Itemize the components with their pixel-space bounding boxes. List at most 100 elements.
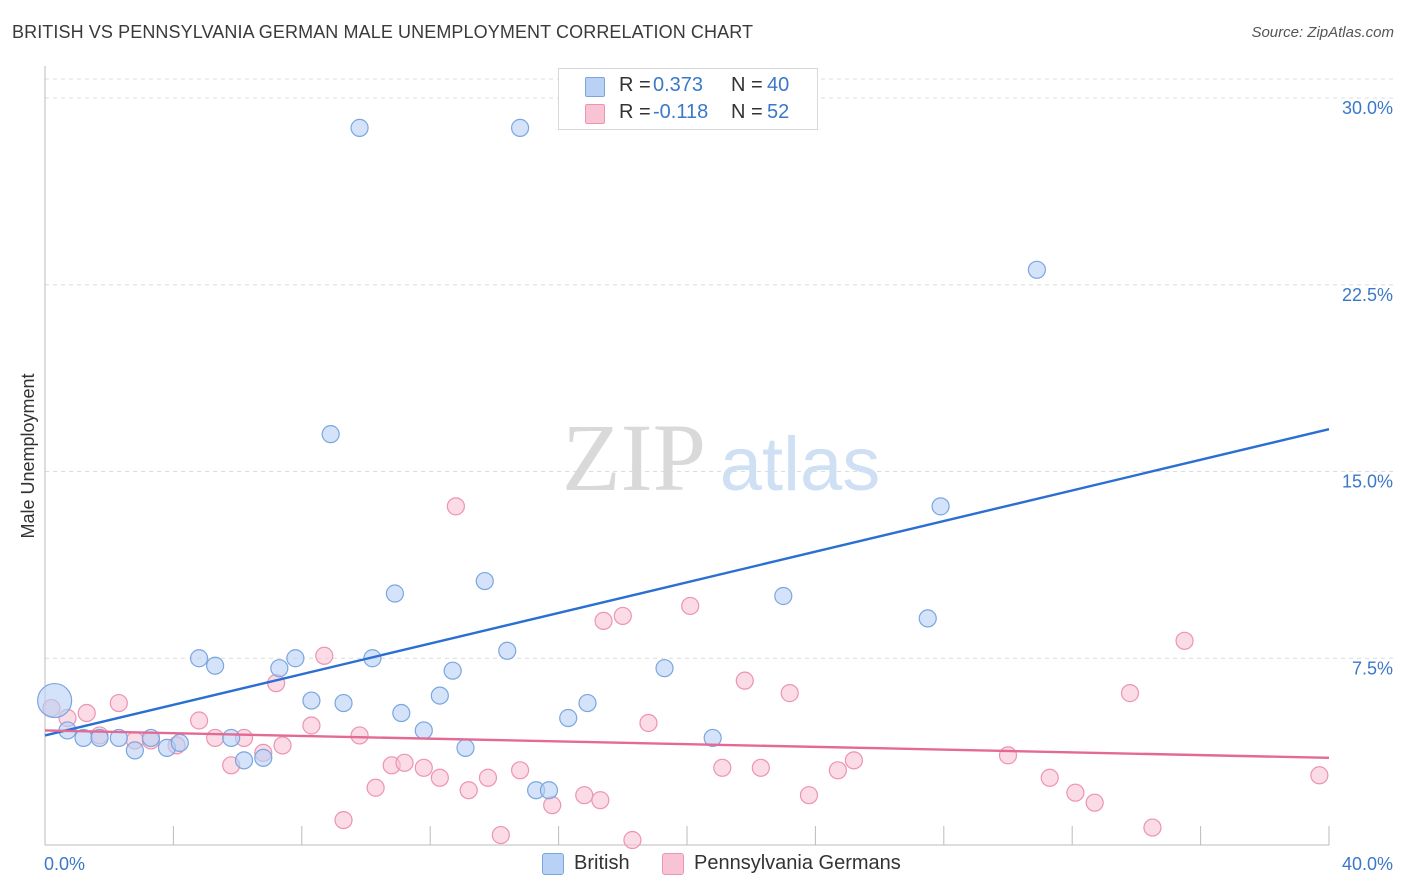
- y-tick-label-0: 7.5%: [1352, 658, 1393, 678]
- penn-point-29: [543, 796, 562, 815]
- british-point-13: [254, 748, 273, 767]
- british-point-4: [109, 728, 128, 748]
- penn-point-27: [491, 825, 510, 845]
- penn-point-32: [594, 611, 613, 631]
- british-point-21: [385, 584, 404, 603]
- penn-point-26: [478, 768, 498, 787]
- british-point-25: [443, 661, 462, 680]
- british-point-0: [37, 682, 73, 719]
- y-axis-label: Male Unemployment: [18, 373, 38, 538]
- british-point-8: [170, 733, 189, 753]
- penn-point-16: [315, 646, 334, 665]
- penn-point-31: [591, 791, 610, 810]
- penn-point-46: [1066, 783, 1085, 802]
- british-trend-line: [44, 428, 1330, 737]
- penn-point-25: [459, 781, 478, 800]
- penn-point-4: [109, 693, 128, 713]
- british-point-3: [90, 728, 109, 748]
- correlation-legend: R = 0.373 N = 40 R = -0.118 N = 52: [558, 68, 818, 130]
- x-tick-label-1: 40.0%: [1342, 854, 1393, 874]
- penn-point-42: [828, 761, 847, 780]
- penn-point-33: [613, 606, 632, 626]
- legend-n-value-british: 40: [767, 74, 790, 96]
- legend-swatch-british: [585, 77, 605, 97]
- british-point-19: [350, 118, 369, 137]
- y-tick-label-2: 22.5%: [1342, 285, 1393, 305]
- penn-point-51: [1310, 766, 1329, 785]
- british-point-14: [270, 659, 289, 678]
- y-axis-label-group: Male Unemployment: [18, 373, 38, 538]
- penn-point-22: [414, 758, 433, 777]
- british-point-27: [475, 571, 494, 591]
- british-point-26: [456, 738, 475, 757]
- legend-swatch-penn: [585, 104, 605, 124]
- british-point-31: [539, 781, 559, 800]
- trend-lines: [44, 428, 1330, 760]
- british-point-37: [918, 609, 937, 628]
- legend-n-value-penn: 52: [767, 101, 790, 123]
- penn-point-48: [1120, 684, 1140, 703]
- legend-r-label-british: R =: [619, 74, 651, 96]
- penn-point-50: [1175, 631, 1194, 650]
- british-point-24: [430, 686, 449, 705]
- british-point-15: [286, 649, 305, 668]
- penn-point-34: [623, 830, 642, 850]
- british-point-12: [234, 751, 254, 770]
- axes: [44, 66, 1330, 846]
- legend-r-label-penn: R =: [619, 101, 651, 123]
- series-label-british: British: [574, 852, 630, 874]
- legend-r-value-british: 0.373: [653, 74, 704, 96]
- penn-point-19: [366, 778, 385, 797]
- penn-point-18: [350, 726, 369, 745]
- penn-point-8: [189, 711, 209, 730]
- penn-point-44: [998, 746, 1018, 765]
- penn-point-30: [575, 786, 594, 805]
- penn-point-24: [446, 497, 465, 516]
- british-point-28: [498, 641, 517, 660]
- penn-point-41: [799, 786, 819, 805]
- watermark-zip: ZIP: [562, 404, 706, 511]
- penn-point-23: [430, 768, 449, 787]
- british-point-5: [125, 741, 144, 760]
- british-point-32: [559, 708, 578, 728]
- british-point-11: [222, 728, 241, 748]
- penn-point-39: [751, 758, 770, 777]
- british-point-29: [510, 118, 530, 137]
- british-points: [37, 118, 1046, 800]
- british-point-10: [206, 656, 225, 675]
- british-point-39: [1027, 260, 1046, 279]
- watermark-atlas: atlas: [720, 422, 881, 507]
- british-point-36: [774, 586, 793, 606]
- british-point-33: [578, 693, 597, 713]
- penn-point-37: [713, 758, 732, 777]
- series-swatch-british: [542, 853, 564, 875]
- penn-trend-line: [44, 729, 1330, 760]
- penn-point-35: [639, 713, 658, 733]
- x-tick-label-0: 0.0%: [44, 854, 85, 874]
- penn-point-2: [77, 703, 96, 723]
- gridlines: [45, 78, 1395, 659]
- british-point-17: [321, 425, 340, 444]
- british-point-35: [703, 728, 722, 748]
- legend-n-label-british: N =: [731, 74, 763, 96]
- watermark: ZIP atlas: [562, 404, 880, 511]
- series-label-penn: Pennsylvania Germans: [694, 852, 901, 874]
- british-point-9: [189, 649, 209, 668]
- penn-point-36: [681, 596, 700, 616]
- penn-point-9: [206, 728, 225, 748]
- y-tick-label-1: 15.0%: [1342, 472, 1393, 492]
- penn-point-40: [780, 684, 799, 703]
- british-point-22: [392, 703, 411, 723]
- british-point-23: [414, 721, 433, 740]
- chart-title: BRITISH VS PENNSYLVANIA GERMAN MALE UNEM…: [12, 22, 754, 42]
- tick-labels: 7.5% 15.0% 22.5% 30.0% 0.0% 40.0%: [44, 98, 1393, 874]
- penn-point-45: [1040, 768, 1059, 787]
- penn-point-28: [510, 761, 530, 780]
- penn-point-15: [302, 716, 321, 735]
- series-swatch-penn: [662, 853, 684, 875]
- legend-r-value-penn: -0.118: [653, 101, 709, 123]
- penn-point-47: [1085, 793, 1104, 812]
- y-tick-label-3: 30.0%: [1342, 98, 1393, 118]
- legend-n-label-penn: N =: [731, 101, 763, 123]
